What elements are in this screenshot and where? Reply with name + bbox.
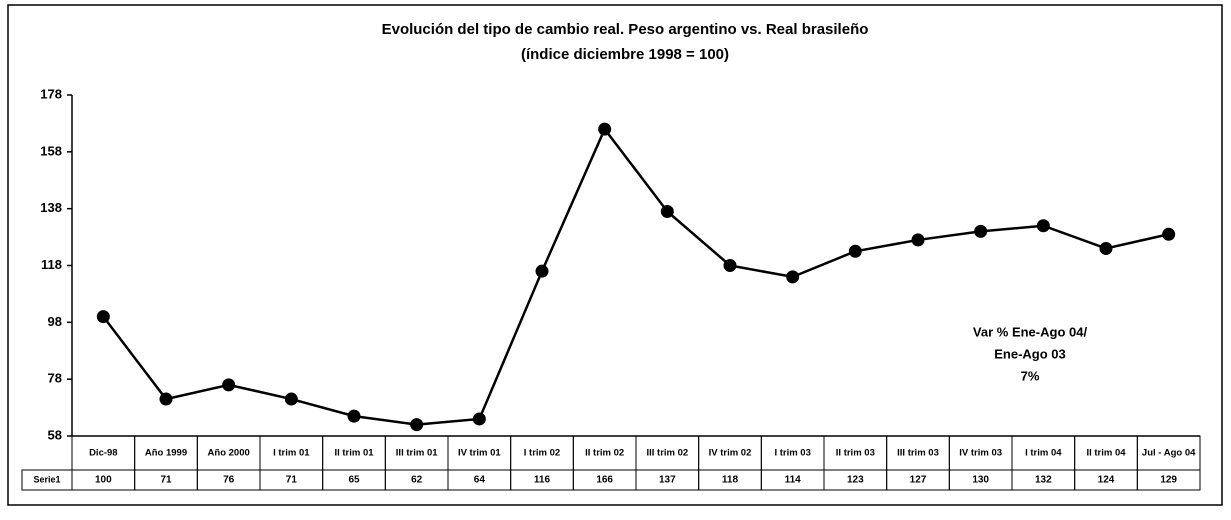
data-point (472, 412, 486, 426)
data-point (848, 244, 862, 258)
table-value: 129 (1160, 475, 1177, 486)
data-point (1162, 227, 1176, 241)
x-tick-label: II trim 01 (334, 448, 374, 459)
table-value: 65 (348, 475, 360, 486)
y-tick-label: 118 (41, 257, 62, 272)
x-tick-label: I trim 01 (273, 448, 310, 459)
data-point (284, 392, 298, 406)
table-value: 114 (785, 475, 802, 486)
table-value: 118 (722, 475, 739, 486)
data-point (911, 233, 925, 247)
x-tick-label: IV trim 01 (458, 448, 501, 459)
data-point (598, 122, 612, 136)
table-value: 71 (160, 475, 172, 486)
chart-frame (7, 4, 1223, 506)
annotation: Var % Ene-Ago 04/ (973, 324, 1088, 339)
data-point (786, 270, 800, 284)
table-value: 137 (659, 475, 676, 486)
x-tick-label: I trim 04 (1025, 448, 1062, 459)
x-tick-label: II trim 03 (836, 448, 875, 459)
data-point (723, 259, 737, 272)
table-value: 76 (223, 475, 235, 486)
x-tick-label: I trim 03 (774, 448, 810, 459)
data-point (410, 418, 424, 432)
data-point (974, 224, 988, 238)
chart-subtitle: (índice diciembre 1998 = 100) (521, 46, 729, 63)
table-value: 71 (286, 475, 298, 486)
y-tick-label: 98 (48, 314, 62, 329)
x-tick-label: III trim 01 (396, 448, 438, 459)
y-tick-label: 138 (40, 200, 62, 215)
table-value: 116 (534, 475, 551, 486)
data-point (347, 409, 361, 423)
x-tick-label: I trim 02 (524, 448, 560, 459)
y-tick-label: 58 (48, 427, 62, 442)
x-tick-label: Año 1999 (145, 448, 187, 459)
legend-label: Serie1 (33, 474, 60, 484)
table-value: 62 (411, 475, 423, 486)
x-tick-label: II trim 04 (1086, 448, 1126, 459)
table-value: 127 (910, 475, 927, 486)
data-point (535, 264, 549, 278)
table-value: 132 (1035, 475, 1052, 486)
y-tick-label: 158 (40, 143, 62, 158)
x-tick-label: IV trim 02 (709, 448, 752, 459)
data-point (1099, 241, 1113, 255)
chart-title: Evolución del tipo de cambio real. Peso … (382, 21, 869, 38)
x-tick-label: II trim 02 (585, 448, 624, 459)
x-tick-label: IV trim 03 (959, 448, 1002, 459)
data-point (159, 392, 173, 406)
table-value: 130 (972, 475, 989, 486)
x-tick-label: III trim 03 (897, 448, 939, 459)
annotation: Ene-Ago 03 (994, 346, 1066, 361)
table-cell (1136, 469, 1201, 491)
x-tick-label: Jul - Ago 04 (1142, 448, 1196, 459)
x-tick-label: Dic-98 (89, 448, 118, 459)
table-value: 166 (596, 475, 613, 486)
table-cell (21, 469, 73, 491)
table-value: 124 (1098, 475, 1115, 486)
y-tick-label: 78 (48, 371, 62, 386)
x-tick-label: Año 2000 (208, 448, 250, 459)
data-point (96, 310, 110, 324)
data-point (222, 378, 236, 392)
data-point (660, 205, 674, 219)
y-tick-label: 178 (40, 86, 62, 101)
x-tick-label: III trim 02 (646, 448, 688, 459)
table-value: 100 (95, 475, 112, 486)
table-value: 64 (474, 475, 486, 486)
table-value: 123 (847, 475, 864, 486)
annotation: 7% (1021, 368, 1040, 383)
data-point (1036, 219, 1050, 233)
series-line (102, 126, 1169, 426)
